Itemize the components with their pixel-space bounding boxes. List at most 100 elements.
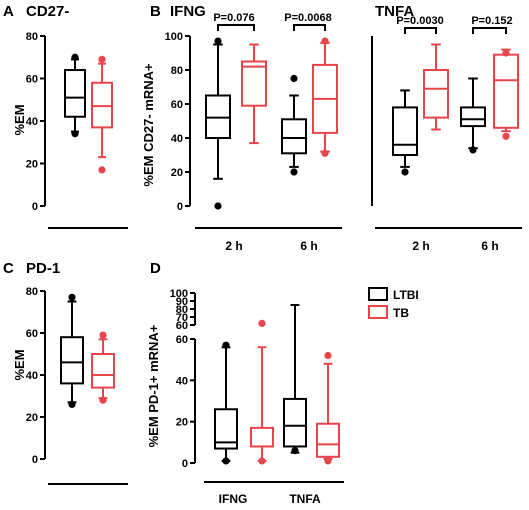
panel-b-y-ticklabel-80: 80 xyxy=(171,65,183,77)
panel-b-ifng-0-tb-box xyxy=(241,60,267,107)
panel-d-y-ticklabel-upper-70: 70 xyxy=(176,312,188,324)
p-value-ifng-6h: P=0.0068 xyxy=(284,12,331,24)
panel-b-ifng-1-ltbi-box xyxy=(281,118,307,155)
panel-d-x-tnfa: TNFA xyxy=(289,492,321,506)
panel-d-y-ticklabel-upper-90: 90 xyxy=(176,296,188,308)
panel-b-tnfa-x-2h: 2 h xyxy=(412,239,429,253)
panel-d-x-ifng: IFNG xyxy=(219,492,248,506)
panel-a-y-ticklabel-80: 80 xyxy=(26,31,38,43)
panel-c-y-ticklabel-60: 60 xyxy=(26,328,38,340)
panel-b-tnfa-1-ltbi-box xyxy=(460,106,486,128)
panel-a-y-ticklabel-0: 0 xyxy=(32,201,38,213)
panel-a-box-tb-outlier-0 xyxy=(98,166,106,174)
panel-b-ifng-1-tb-outlier-0 xyxy=(321,149,329,157)
panel-d-0-ltbi-outlier-0 xyxy=(222,457,230,465)
panel-b-ifng-1-tb-outlier-1 xyxy=(321,37,329,45)
panel-c-ylabel: %EM xyxy=(12,349,27,380)
panel-c-box-ltbi-outlier-1 xyxy=(68,293,76,301)
panel-d-ylabel: %EM PD-1+ mRNA+ xyxy=(146,324,161,447)
panel-d-boxes xyxy=(204,304,344,483)
panel-a-boxes xyxy=(48,53,128,229)
panel-c-y-axis: 0 20 40 60 80 xyxy=(26,286,46,466)
panel-d-y-ticklabel-lower-0: 0 xyxy=(182,458,188,470)
panel-b-boxes xyxy=(195,24,522,229)
panel-b-ifng-2h-bracket xyxy=(217,24,255,31)
legend-label-tb: TB xyxy=(393,306,409,320)
panel-b-tnfa-0-ltbi-outlier-0 xyxy=(401,168,409,176)
panel-d-0-tb-outlier-1 xyxy=(258,319,266,327)
panel-b-tnfa-2h-bracket xyxy=(404,27,437,34)
panel-c-title: PD-1 xyxy=(26,260,60,277)
panel-c-y-ticklabel-40: 40 xyxy=(26,370,38,382)
panel-d-0-tb-outlier-0 xyxy=(258,457,266,465)
panel-c-box-ltbi-box xyxy=(60,336,84,385)
panel-c-box-tb-box xyxy=(91,353,115,389)
panel-d-y-ticklabel-lower-60: 60 xyxy=(176,334,188,346)
panel-c-y-ticklabel-20: 20 xyxy=(26,412,38,424)
panel-b-tnfa-0-tb-box xyxy=(423,69,449,119)
panel-b-ifng-1-ltbi-outlier-1 xyxy=(290,74,298,83)
panel-a-letter: A xyxy=(3,3,14,20)
panel-b-ifng-0-ltbi-outlier-1 xyxy=(214,37,222,45)
panel-b-ifng-x-6h: 6 h xyxy=(300,239,317,253)
panel-a-box-ltbi-box xyxy=(64,69,86,118)
panel-a-y-ticklabel-40: 40 xyxy=(26,116,38,128)
panel-b-title-ifng: IFNG xyxy=(170,3,206,20)
panel-c-y-ticklabel-80: 80 xyxy=(26,286,38,298)
panel-d-1-ltbi-box xyxy=(283,397,307,448)
panel-b-tnfa-x-6h: 6 h xyxy=(481,239,498,253)
panel-d-y-ticklabel-upper-100: 100 xyxy=(170,288,188,300)
panel-b-tnfa-1-ltbi-outlier-0 xyxy=(469,146,477,154)
panel-b-letter: B xyxy=(150,3,161,20)
p-value-tnfa-2h: P=0.0030 xyxy=(396,15,443,27)
panel-a-box-ltbi-outlier-1 xyxy=(71,53,79,61)
panel-a-box-tb-outlier-1 xyxy=(98,55,106,63)
panel-d-0-tb-box xyxy=(250,426,274,448)
panel-a-box-ltbi-outlier-0 xyxy=(71,130,79,138)
panel-b-ifng-0-ltbi-outlier-0 xyxy=(214,202,222,210)
panel-c-box-tb-outlier-1 xyxy=(99,331,107,339)
legend: LTBI TB xyxy=(368,287,419,320)
panel-b-ifng-1-ltbi-outlier-0 xyxy=(290,168,298,176)
panel-b-y-ticklabel-0: 0 xyxy=(177,201,183,213)
panel-b-y-ticklabel-40: 40 xyxy=(171,133,183,145)
panel-b-y-ticklabel-100: 100 xyxy=(165,31,183,43)
panel-b-tnfa-1-tb-outlier-1 xyxy=(502,49,510,57)
panel-d-0-ltbi-box xyxy=(214,408,238,450)
panel-b-tnfa-0-ltbi-box xyxy=(392,106,418,156)
panel-a-y-axis: 0 20 40 60 80 xyxy=(26,31,46,213)
panel-d-1-tb-outlier-0 xyxy=(324,457,332,465)
panel-d-y-ticklabel-upper-80: 80 xyxy=(176,304,188,316)
panel-a-ylabel: %EM xyxy=(12,104,27,135)
panel-d-letter: D xyxy=(150,260,161,277)
panel-d-1-tb-box xyxy=(316,422,340,458)
panel-c-box-ltbi-outlier-0 xyxy=(68,400,76,408)
panel-c-letter: C xyxy=(3,260,14,277)
panel-b-y-ticklabel-20: 20 xyxy=(171,167,183,179)
panel-b-title-tnfa: TNFA xyxy=(375,3,414,20)
panel-b-tnfa-1-tb-box xyxy=(493,53,519,129)
panel-d-y-ticklabel-upper-60: 60 xyxy=(176,320,188,332)
legend-label-ltbi: LTBI xyxy=(393,288,419,302)
panel-b-y-axis: 0 20 40 60 80 100 xyxy=(165,31,191,213)
panel-d-y-ticklabel-lower-20: 20 xyxy=(176,417,188,429)
panel-c-boxes xyxy=(48,293,128,485)
panel-a-box-tb-box xyxy=(91,81,113,129)
panel-a-y-ticklabel-20: 20 xyxy=(26,159,38,171)
p-value-ifng-2h: P=0.076 xyxy=(213,12,254,24)
legend-swatch-tb xyxy=(368,305,388,319)
panel-b-tnfa-1-tb-outlier-0 xyxy=(502,132,510,140)
panel-c-y-ticklabel-0: 0 xyxy=(32,454,38,466)
panel-b-y-ticklabel-60: 60 xyxy=(171,99,183,111)
panel-b-ifng-6h-bracket xyxy=(293,24,326,31)
panel-b-ylabel: %EM CD27- mRNA+ xyxy=(141,63,156,187)
panel-c-box-tb-outlier-0 xyxy=(99,396,107,404)
legend-swatch-ltbi xyxy=(368,287,388,301)
panel-d-0-ltbi-outlier-1 xyxy=(222,341,230,349)
panel-b-tnfa-6h-bracket xyxy=(472,27,507,34)
panel-a-y-ticklabel-60: 60 xyxy=(26,74,38,86)
p-value-tnfa-6h: P=0.152 xyxy=(471,15,512,27)
panel-b-ifng-x-2h: 2 h xyxy=(225,239,242,253)
